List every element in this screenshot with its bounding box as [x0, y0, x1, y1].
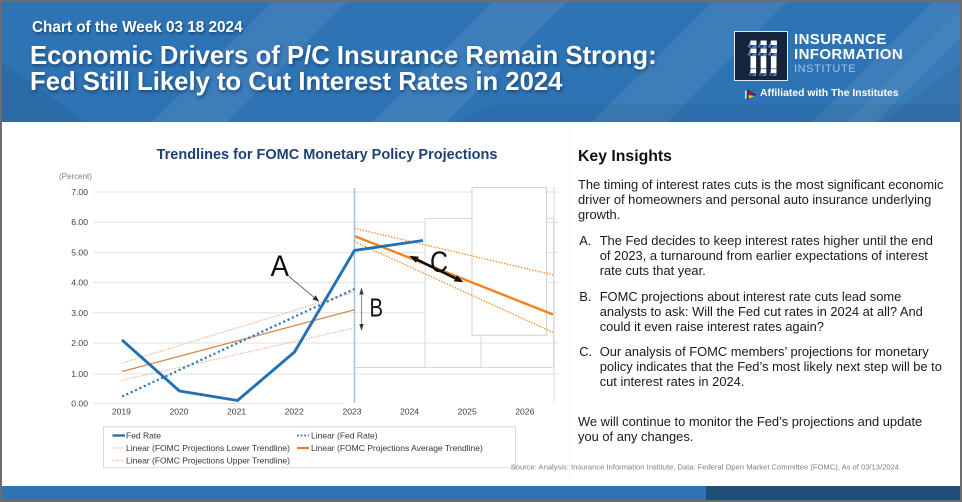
- svg-text:Fed Rate: Fed Rate: [126, 430, 161, 440]
- svg-text:Linear (FOMC Projections Lower: Linear (FOMC Projections Lower Trendline…: [126, 443, 290, 453]
- svg-text:Source: Analysis: Insurance In: Source: Analysis: Insurance Information …: [511, 462, 899, 471]
- svg-text:2021: 2021: [227, 407, 246, 417]
- svg-text:A: A: [271, 250, 290, 283]
- svg-text:7.00: 7.00: [71, 187, 88, 197]
- svg-text:5.00: 5.00: [71, 247, 88, 257]
- svg-text:2.00: 2.00: [71, 338, 88, 348]
- svg-text:B: B: [370, 293, 384, 323]
- svg-text:Linear (FOMC Projections Upper: Linear (FOMC Projections Upper Trendline…: [126, 455, 290, 465]
- svg-text:2020: 2020: [169, 407, 188, 417]
- svg-text:2026: 2026: [515, 407, 534, 417]
- svg-text:4.00: 4.00: [71, 278, 88, 288]
- svg-text:(Percent): (Percent): [59, 172, 92, 181]
- svg-text:2025: 2025: [458, 407, 477, 417]
- svg-text:2019: 2019: [112, 407, 131, 417]
- svg-text:3.00: 3.00: [71, 308, 88, 318]
- svg-text:2022: 2022: [285, 407, 304, 417]
- svg-text:2023: 2023: [342, 407, 361, 417]
- svg-text:1.00: 1.00: [71, 369, 88, 379]
- svg-text:Linear (Fed Rate): Linear (Fed Rate): [311, 430, 378, 440]
- svg-text:C: C: [430, 246, 448, 279]
- svg-text:0.00: 0.00: [71, 399, 88, 409]
- svg-text:6.00: 6.00: [71, 217, 88, 227]
- svg-text:Linear (FOMC Projections Avera: Linear (FOMC Projections Average Trendli…: [311, 443, 483, 453]
- svg-text:Trendlines for FOMC Monetary P: Trendlines for FOMC Monetary Policy Proj…: [157, 147, 498, 163]
- svg-text:2024: 2024: [400, 407, 419, 417]
